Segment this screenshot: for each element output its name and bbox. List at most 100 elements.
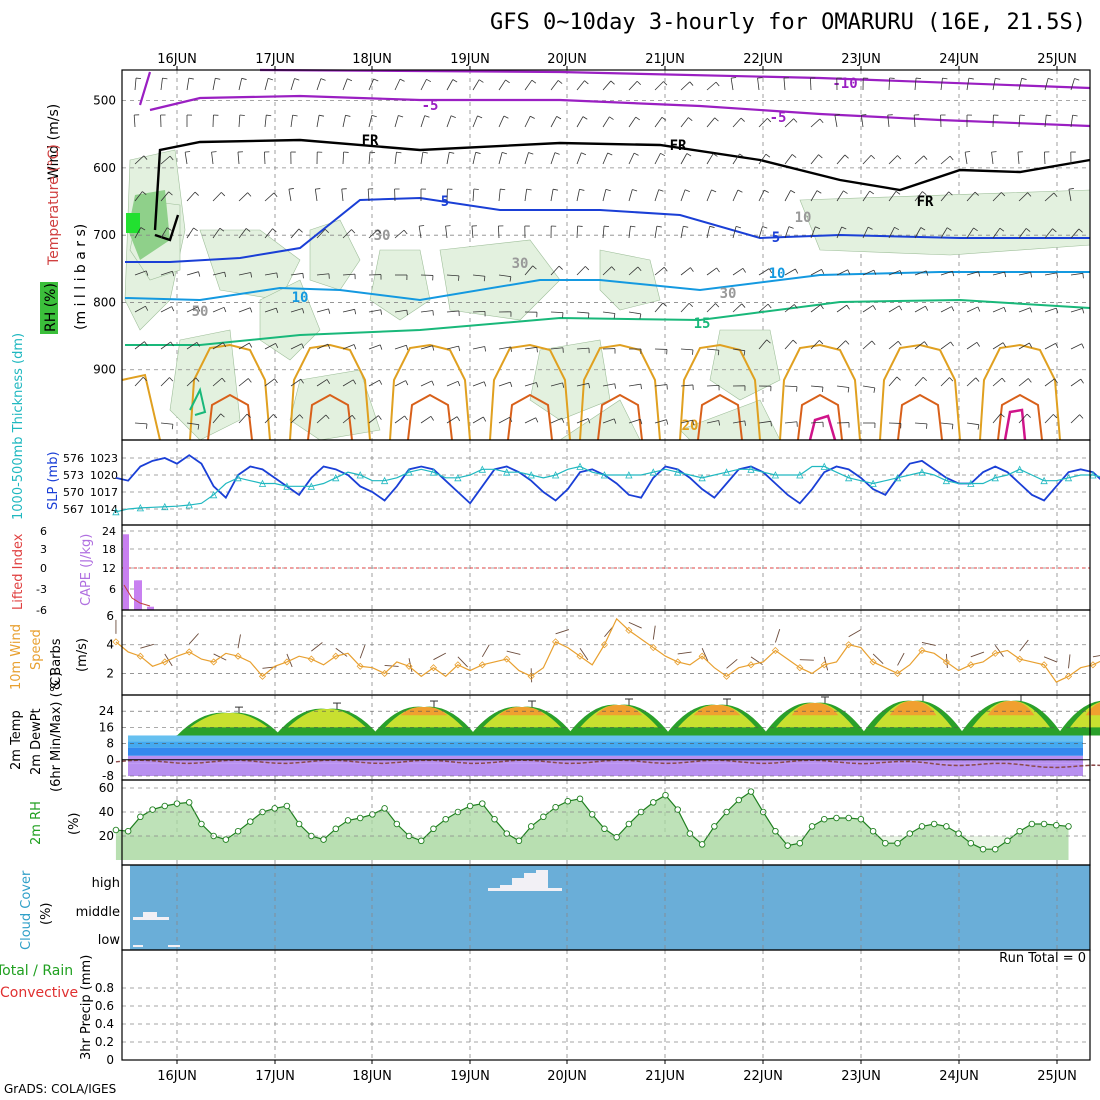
wind-barb bbox=[316, 115, 320, 128]
wind-speed-point bbox=[820, 661, 828, 669]
li-tick-label: 6 bbox=[40, 525, 47, 538]
wind-barb bbox=[914, 227, 922, 239]
wind-barb-flag bbox=[558, 265, 563, 270]
wind-barb-flag bbox=[301, 343, 305, 349]
wind-barb bbox=[1017, 152, 1020, 165]
wind-barb-flag bbox=[686, 153, 692, 157]
wind-barb bbox=[550, 116, 557, 128]
li-tick-label: -6 bbox=[36, 604, 47, 617]
wind-barb bbox=[134, 341, 145, 350]
wind-barb bbox=[418, 226, 422, 239]
wind-barb-flag bbox=[143, 155, 148, 160]
wind-barb-flag bbox=[585, 266, 590, 271]
wind-barb-flag bbox=[741, 303, 746, 308]
wind-barb bbox=[1044, 414, 1054, 424]
wind-barb bbox=[628, 80, 638, 91]
wind-barb bbox=[212, 413, 222, 424]
wind-speed-point bbox=[356, 662, 364, 670]
axis-label-wind: Wind (m/s) bbox=[46, 104, 62, 180]
wind-barb-flag bbox=[478, 79, 484, 83]
wind-barb-flag bbox=[1074, 78, 1080, 81]
wind-barb-flag bbox=[326, 379, 331, 384]
wind-barb-flag bbox=[821, 386, 824, 393]
wind-barb-flag bbox=[266, 114, 272, 117]
temp-band bbox=[128, 763, 1083, 776]
wind-barb-flag bbox=[142, 376, 148, 382]
wind-barb bbox=[836, 190, 844, 202]
axis-label-thickness: 1000-500mb Thickness (dm) bbox=[11, 333, 26, 520]
wind-barb-flag bbox=[607, 152, 613, 156]
temp-contour-minus10 bbox=[138, 71, 152, 106]
pressure-tick-label: 700 bbox=[93, 228, 116, 242]
axis-label-2m-temp: 2m Temp bbox=[9, 710, 24, 770]
wind-barb bbox=[342, 115, 346, 128]
wind-barb bbox=[550, 152, 556, 165]
top-axis-tick-label: 25JUN bbox=[1037, 52, 1077, 67]
wind-barb-flag bbox=[582, 116, 588, 120]
wind-barb bbox=[394, 78, 401, 91]
wind-barb-flag bbox=[526, 188, 532, 191]
temp-contour-20 bbox=[779, 343, 861, 441]
wind-speed-point bbox=[405, 662, 413, 670]
wind-barb-flag bbox=[1025, 228, 1031, 232]
wind-speed-point bbox=[918, 646, 926, 655]
wind-barb-flag bbox=[248, 378, 252, 383]
thickness-point bbox=[674, 468, 682, 476]
surface-wind-barb bbox=[457, 656, 468, 668]
wind-barb bbox=[288, 189, 292, 202]
wind-barb-flag bbox=[1056, 272, 1058, 278]
wind-barb bbox=[394, 380, 406, 387]
wind-barb-flag bbox=[553, 188, 559, 191]
wind-barb-flag bbox=[509, 381, 513, 387]
wind-barb-flag bbox=[509, 276, 512, 282]
wind-barb-flag bbox=[968, 77, 974, 80]
wind-speed-point bbox=[454, 661, 462, 669]
wind-barb bbox=[290, 78, 295, 91]
wind-barb-flag bbox=[171, 424, 174, 430]
wind-barb bbox=[680, 384, 693, 387]
surface-wind-barb bbox=[677, 651, 692, 655]
wind-barb bbox=[445, 226, 448, 239]
wind-barb bbox=[524, 346, 537, 350]
wind-barb-flag bbox=[715, 303, 720, 308]
wind-barb-flag bbox=[740, 117, 745, 122]
wind-barb bbox=[654, 81, 664, 91]
wind-barb-flag bbox=[951, 424, 954, 430]
rh-point bbox=[833, 814, 840, 822]
wind-barb bbox=[628, 116, 637, 128]
wind-barb-flag bbox=[915, 77, 922, 80]
thickness-point bbox=[967, 479, 975, 487]
wind-barb bbox=[680, 153, 688, 165]
wind-barb-flag bbox=[844, 154, 849, 159]
wind-barb bbox=[1070, 343, 1082, 350]
rh-point bbox=[1004, 837, 1011, 845]
temp-contour-20 bbox=[489, 343, 571, 441]
wind-barb bbox=[550, 265, 560, 276]
wind-barb-flag bbox=[663, 81, 668, 86]
wind-barb bbox=[472, 346, 485, 350]
wind-barb-flag bbox=[683, 225, 689, 228]
wind-barb bbox=[133, 115, 136, 128]
wind-barb bbox=[550, 80, 559, 91]
wind-barb-flag bbox=[794, 304, 798, 309]
axis-label-cloud-units: (%) bbox=[39, 903, 54, 926]
rh-area bbox=[169, 329, 241, 441]
wind-barb bbox=[602, 226, 605, 239]
wind-barb bbox=[706, 384, 720, 387]
wind-barb-flag bbox=[247, 192, 252, 197]
temp-contour-25 bbox=[897, 393, 943, 441]
cape-bar bbox=[123, 534, 129, 610]
wind-barb-flag bbox=[327, 343, 331, 349]
wind-barb bbox=[680, 267, 691, 276]
wind-barb-flag bbox=[557, 80, 563, 84]
rh-area bbox=[309, 219, 361, 291]
wind-barb bbox=[238, 413, 248, 424]
wind-barb bbox=[654, 117, 663, 128]
wind-barb bbox=[992, 192, 1002, 202]
wind-barb bbox=[940, 270, 953, 276]
rh-tick-label: 40 bbox=[99, 805, 114, 819]
thickness-point bbox=[527, 471, 535, 479]
wind-barb bbox=[966, 78, 970, 91]
bottom-axis-tick-label: 17JUN bbox=[255, 1069, 295, 1084]
wind-barb bbox=[836, 304, 848, 313]
